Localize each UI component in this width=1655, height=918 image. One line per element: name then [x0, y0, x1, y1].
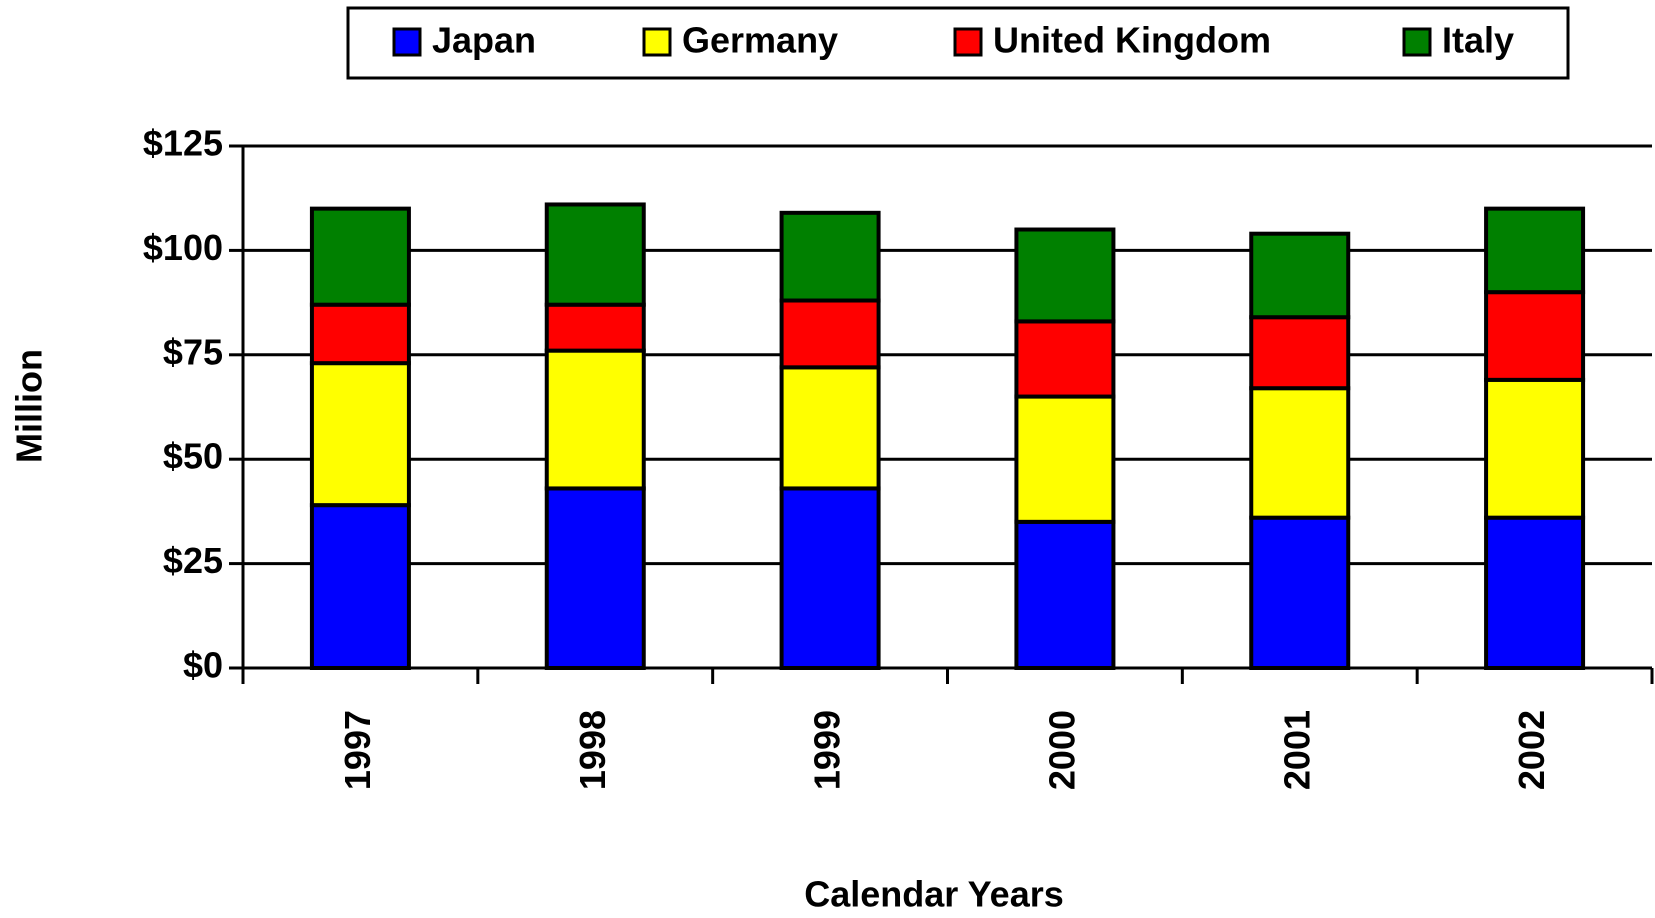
bar-segment: [1249, 315, 1351, 391]
bar-segment: [1484, 290, 1586, 382]
bar-segment: [779, 365, 881, 491]
bar-segment: [309, 206, 411, 307]
bar-segment: [1014, 519, 1116, 671]
bar-segment: [779, 298, 881, 370]
legend-label: Japan: [432, 20, 536, 61]
bar-segment: [1014, 227, 1116, 324]
y-tick-label: $125: [143, 123, 223, 164]
bar-segment: [1249, 231, 1351, 320]
x-tick-label: 2001: [1276, 710, 1317, 790]
x-axis-label: Calendar Years: [804, 874, 1064, 915]
legend-label: Italy: [1442, 20, 1514, 61]
y-tick-label: $50: [163, 436, 223, 477]
legend-swatch: [1402, 27, 1432, 57]
legend-swatch: [642, 27, 672, 57]
x-tick-label: 1997: [337, 710, 378, 790]
legend-label: United Kingdom: [993, 20, 1271, 61]
x-tick-label: 2000: [1041, 710, 1082, 790]
bar-segment: [309, 503, 411, 670]
bar-segment: [779, 486, 881, 670]
bar-segment: [544, 486, 646, 670]
bar-segment: [779, 210, 881, 303]
bar-segment: [1249, 386, 1351, 520]
bar-segment: [1014, 394, 1116, 524]
bar-segment: [1484, 515, 1586, 670]
y-tick-label: $25: [163, 540, 223, 581]
legend-label: Germany: [682, 20, 838, 61]
y-tick-label: $100: [143, 227, 223, 268]
legend-swatch: [392, 27, 422, 57]
bar-segment: [1249, 515, 1351, 670]
bar-segment: [1484, 206, 1586, 295]
legend-swatch: [953, 27, 983, 57]
bar-segment: [1014, 319, 1116, 399]
x-tick-label: 1999: [807, 710, 848, 790]
bar-segment: [544, 348, 646, 491]
bar-segment: [544, 302, 646, 353]
y-tick-label: $0: [183, 645, 223, 686]
bar-segment: [309, 361, 411, 508]
x-tick-label: 2002: [1511, 710, 1552, 790]
bar-segment: [544, 202, 646, 307]
bar-segment: [1484, 377, 1586, 520]
y-tick-label: $75: [163, 331, 223, 372]
x-tick-label: 1998: [572, 710, 613, 790]
bar-segment: [309, 302, 411, 366]
y-axis-label: Million: [9, 349, 50, 463]
